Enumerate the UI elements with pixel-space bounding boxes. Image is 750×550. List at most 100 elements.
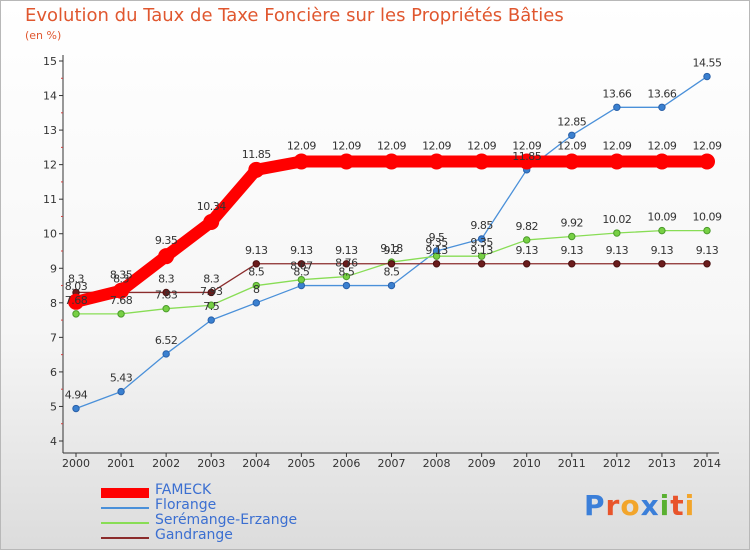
data-label: 9.35	[470, 236, 493, 249]
y-tick-label: 8	[50, 297, 57, 310]
data-label: 11.85	[242, 148, 271, 161]
data-label: 6.52	[155, 334, 178, 347]
y-tick-label: 12	[43, 159, 57, 172]
data-point	[72, 310, 80, 318]
data-point	[613, 260, 621, 268]
data-label: 9.85	[470, 219, 493, 232]
legend-swatch	[101, 488, 149, 498]
data-point	[477, 260, 486, 268]
data-label: 12.09	[557, 140, 586, 153]
data-label: 12.09	[287, 140, 316, 153]
x-tick-label: 2001	[107, 457, 135, 470]
data-label: 7.68	[65, 294, 88, 307]
x-tick-label: 2006	[332, 457, 360, 470]
data-label: 12.09	[332, 140, 361, 153]
data-label: 8.35	[110, 269, 133, 282]
data-label: 9.92	[561, 216, 584, 229]
chart-unit-label: (en %)	[25, 29, 62, 42]
data-point	[162, 350, 170, 358]
data-point	[248, 161, 265, 178]
x-tick-label: 2014	[693, 457, 721, 470]
legend-swatch	[101, 537, 149, 539]
y-tick-label: 14	[43, 90, 57, 103]
chart-series	[68, 72, 715, 413]
data-point	[699, 153, 715, 170]
data-label: 11.85	[512, 150, 541, 163]
data-label: 9.13	[425, 244, 448, 257]
data-point	[568, 232, 576, 241]
y-tick-label: 9	[50, 262, 57, 275]
data-point	[518, 153, 535, 170]
data-point	[658, 226, 666, 235]
data-point	[432, 252, 441, 260]
data-point	[207, 301, 215, 309]
chart-title: Evolution du Taux de Taxe Foncière sur l…	[25, 5, 564, 26]
data-label: 9.13	[245, 244, 268, 257]
data-label: 12.09	[377, 140, 406, 153]
data-point	[383, 153, 400, 170]
data-point	[72, 404, 80, 413]
data-label: 9.18	[380, 242, 403, 255]
data-label: 7.68	[110, 294, 133, 307]
x-tick-label: 2007	[378, 457, 406, 470]
data-label: 8.3	[203, 272, 219, 285]
data-point	[338, 153, 355, 170]
data-label: 12.09	[512, 140, 541, 153]
x-tick-label: 2008	[423, 457, 451, 470]
data-label: 9.13	[335, 244, 358, 257]
data-label: 7.83	[155, 289, 178, 302]
data-label: 9.5	[429, 231, 445, 244]
data-point	[703, 260, 711, 268]
x-tick-label: 2005	[287, 457, 315, 470]
data-point	[523, 236, 531, 244]
data-point	[477, 235, 486, 243]
data-point	[252, 299, 260, 307]
data-point	[387, 281, 396, 290]
data-label: 8.5	[338, 266, 354, 279]
data-label: 12.09	[693, 140, 722, 153]
data-label: 9.35	[155, 234, 178, 247]
data-point	[613, 229, 621, 237]
data-point	[297, 275, 306, 284]
legend-label: Gandrange	[155, 527, 233, 543]
data-point	[563, 153, 580, 170]
data-point	[703, 72, 711, 81]
y-tick-label: 4	[50, 435, 57, 448]
data-point	[432, 260, 441, 268]
data-point	[568, 260, 576, 268]
data-label: 8.67	[290, 260, 313, 273]
x-tick-label: 2010	[513, 457, 541, 470]
data-point	[113, 282, 130, 299]
data-label: 8	[253, 283, 260, 296]
y-tick-label: 15	[43, 55, 57, 68]
data-point	[568, 131, 576, 139]
x-tick-label: 2011	[558, 457, 586, 470]
data-label: 9.13	[696, 244, 719, 257]
data-point	[297, 260, 306, 268]
data-label: 12.09	[422, 140, 451, 153]
x-tick-label: 2002	[152, 457, 180, 470]
data-label: 9.35	[425, 236, 448, 249]
legend-label: FAMECK	[155, 482, 212, 498]
data-point	[387, 260, 396, 268]
data-point	[68, 293, 84, 310]
legend-swatch	[101, 522, 149, 524]
data-label: 9.13	[606, 244, 629, 257]
data-point	[477, 252, 486, 260]
x-tick-label: 2012	[603, 457, 631, 470]
data-label: 12.09	[647, 140, 676, 153]
y-tick-label: 5	[50, 400, 57, 413]
x-tick-label: 2009	[468, 457, 496, 470]
series-fameck	[68, 153, 715, 310]
data-label: 10.09	[693, 211, 722, 224]
y-tick-label: 10	[43, 228, 57, 241]
data-point	[613, 103, 621, 111]
series-florange	[72, 72, 711, 413]
data-point	[342, 272, 351, 281]
x-tick-label: 2000	[62, 457, 90, 470]
data-point	[473, 153, 490, 170]
data-point	[117, 387, 125, 396]
data-point	[162, 304, 170, 313]
